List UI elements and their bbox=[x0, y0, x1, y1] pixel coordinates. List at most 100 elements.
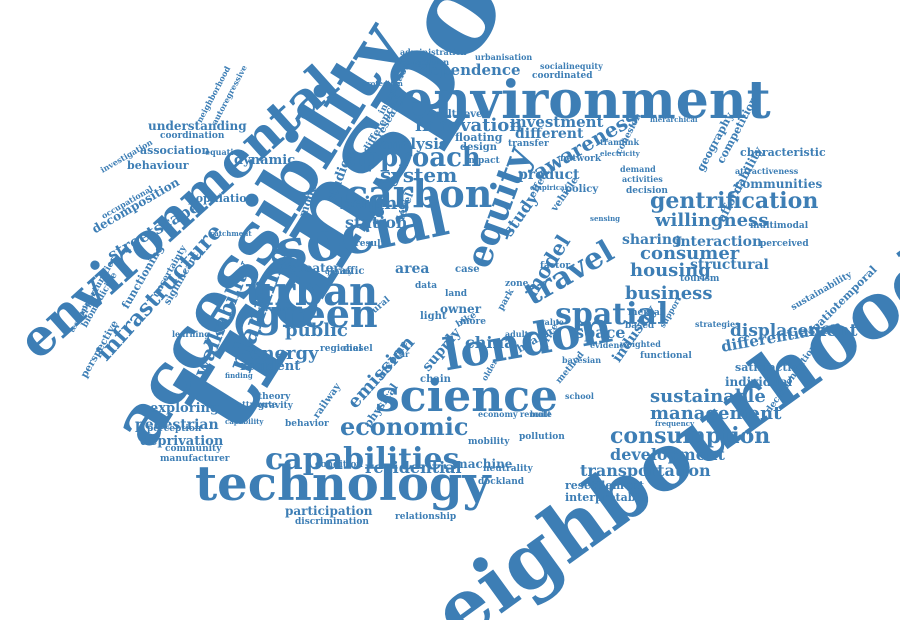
cloud-word: gravity bbox=[258, 401, 293, 411]
cloud-word: multilevel bbox=[430, 109, 487, 120]
cloud-word: policy bbox=[565, 184, 599, 195]
cloud-word: mobility bbox=[468, 437, 510, 447]
cloud-word: owner bbox=[440, 302, 482, 316]
cloud-word: technology bbox=[195, 456, 491, 512]
cloud-word: more bbox=[460, 317, 486, 327]
cloud-word: perception bbox=[147, 424, 202, 434]
cloud-word: energy bbox=[250, 343, 319, 364]
cloud-word: impact bbox=[465, 156, 500, 166]
cloud-word: relationship bbox=[395, 512, 457, 522]
cloud-word: participation bbox=[285, 504, 373, 518]
cloud-word: perceived bbox=[760, 239, 809, 249]
cloud-word: space bbox=[575, 323, 626, 342]
cloud-word: public bbox=[285, 320, 348, 341]
cloud-word: product bbox=[518, 167, 580, 183]
cloud-word: association bbox=[140, 144, 210, 157]
cloud-word: behaviour bbox=[127, 159, 189, 172]
cloud-word: discrimination bbox=[295, 517, 369, 527]
cloud-word: community bbox=[165, 444, 222, 454]
cloud-word: individual bbox=[725, 375, 793, 389]
cloud-word: housing bbox=[630, 260, 711, 281]
cloud-word: decision bbox=[626, 186, 668, 196]
cloud-word: light bbox=[420, 311, 447, 322]
cloud-word: attribute bbox=[237, 399, 278, 409]
cloud-word: different bbox=[515, 126, 584, 142]
cloud-word: interaction bbox=[675, 234, 763, 250]
cloud-word: zone bbox=[505, 279, 529, 289]
cloud-word: electricity bbox=[600, 149, 640, 158]
cloud-word: data bbox=[415, 281, 438, 291]
cloud-word: communities bbox=[735, 177, 823, 191]
cloud-word: resettlement bbox=[565, 479, 645, 492]
cloud-word: condition bbox=[315, 460, 363, 470]
cloud-word: weighted bbox=[620, 339, 661, 349]
cloud-word: railway bbox=[311, 381, 344, 421]
cloud-word: frequency bbox=[655, 419, 695, 428]
cloud-word: spatial bbox=[555, 297, 669, 332]
cloud-word: station bbox=[345, 213, 408, 232]
cloud-word: population bbox=[188, 192, 255, 205]
cloud-word: displacement bbox=[730, 321, 858, 341]
cloud-word: catchment bbox=[210, 229, 252, 238]
cloud-word: capability bbox=[225, 417, 264, 426]
cloud-word: equation bbox=[205, 147, 245, 157]
cloud-word: adult bbox=[505, 329, 529, 339]
cloud-word: value bbox=[540, 317, 564, 327]
cloud-word: factor bbox=[540, 261, 571, 271]
cloud-word: neutrality bbox=[483, 464, 533, 474]
cloud-word: approach bbox=[345, 143, 481, 173]
cloud-word: consumption bbox=[610, 423, 771, 449]
cloud-word: socialinequity bbox=[540, 61, 603, 71]
cloud-word: willingness bbox=[655, 210, 769, 231]
cloud-word: bayesian bbox=[562, 355, 602, 365]
cloud-word: economic bbox=[340, 412, 469, 441]
cloud-word: mental bbox=[628, 308, 664, 318]
cloud-word: development bbox=[610, 445, 725, 464]
cloud-word: china bbox=[465, 333, 515, 352]
cloud-word: built bbox=[530, 409, 552, 419]
cloud-word: analysis bbox=[380, 135, 448, 153]
cloud-word: school bbox=[565, 391, 594, 401]
cloud-word: capabilities bbox=[265, 442, 460, 477]
cloud-word: dynamic bbox=[234, 153, 296, 168]
cloud-word: sensing bbox=[590, 214, 621, 223]
cloud-word: congestion bbox=[400, 57, 450, 67]
cloud-word: innovation bbox=[415, 115, 523, 136]
cloud-word: chain bbox=[420, 374, 451, 385]
cloud-word: dependence bbox=[420, 61, 521, 79]
cloud-word: business bbox=[625, 283, 713, 304]
cloud-word: car bbox=[395, 349, 410, 359]
cloud-word: exploring bbox=[150, 401, 220, 416]
cloud-word: functional bbox=[640, 351, 692, 361]
cloud-word: consumer bbox=[640, 243, 740, 264]
cloud-word: strategies bbox=[695, 319, 740, 329]
cloud-word: satisfaction bbox=[735, 361, 807, 374]
cloud-word: attractiveness bbox=[735, 166, 799, 176]
cloud-word: carbon bbox=[345, 171, 493, 216]
cloud-word: floating bbox=[455, 131, 503, 144]
cloud-word: network bbox=[560, 154, 602, 164]
cloud-word: theory bbox=[258, 392, 291, 402]
cloud-word: case bbox=[455, 264, 480, 275]
cloud-word: transportation bbox=[580, 461, 711, 480]
cloud-word: coordination bbox=[160, 131, 225, 141]
cloud-word: quality bbox=[325, 267, 353, 276]
cloud-word: transfer bbox=[508, 139, 549, 149]
cloud-word: tramlink bbox=[600, 137, 639, 147]
cloud-word: park bbox=[496, 287, 517, 313]
cloud-word: evidence bbox=[590, 340, 630, 350]
cloud-word: result bbox=[355, 239, 385, 249]
cloud-word: resident bbox=[240, 359, 301, 374]
cloud-word: empirical bbox=[530, 183, 568, 192]
cloud-word: protection bbox=[362, 79, 403, 88]
cloud-word: interpretable bbox=[565, 491, 647, 504]
cloud-word: remote bbox=[520, 409, 552, 419]
cloud-word: machine bbox=[455, 457, 513, 471]
cloud-word: understanding bbox=[148, 119, 247, 133]
cloud-word: demand bbox=[620, 164, 656, 174]
cloud-word: traffic bbox=[330, 266, 365, 277]
cloud-word: coordinated bbox=[532, 71, 593, 81]
cloud-word: environment bbox=[400, 70, 771, 131]
cloud-word: beijing bbox=[340, 193, 410, 214]
